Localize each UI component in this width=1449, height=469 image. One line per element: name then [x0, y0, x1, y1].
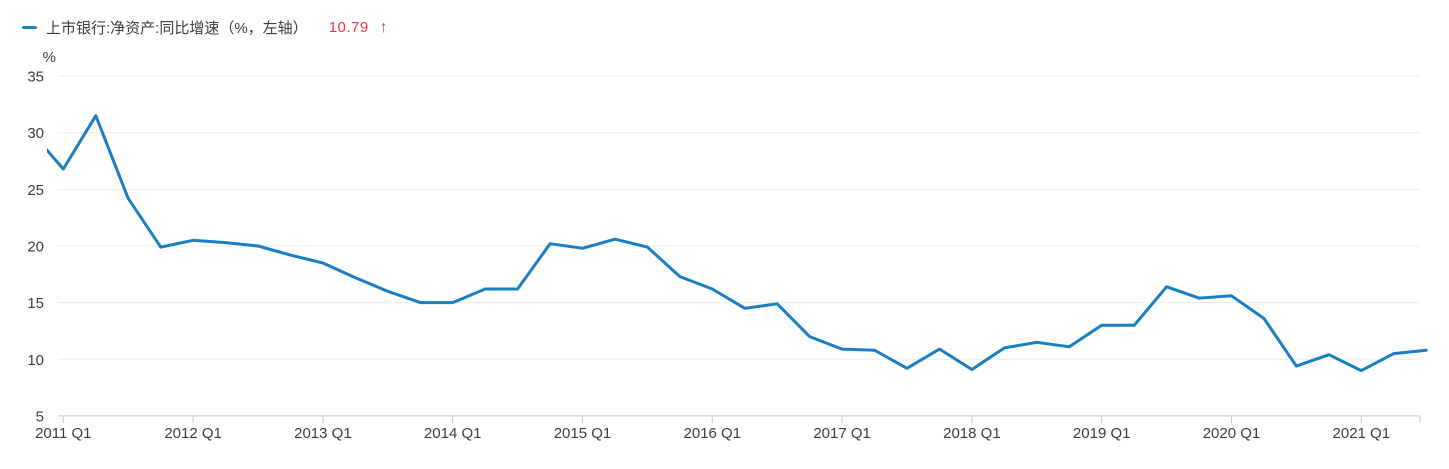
series-label: 上市银行:净资产:同比增速（%，左轴）: [46, 20, 308, 37]
x-axis-tick-label: 2014 Q1: [424, 425, 482, 442]
y-axis-tick-label: 5: [36, 408, 44, 425]
y-axis-tick-label: 20: [27, 239, 44, 256]
y-axis-tick-label: 25: [27, 182, 44, 199]
y-axis-tick-label: 30: [27, 125, 44, 142]
x-axis-tick-label: 2015 Q1: [554, 425, 612, 442]
x-axis-tick-label: 2020 Q1: [1203, 425, 1261, 442]
y-axis-tick-label: 35: [27, 69, 44, 86]
x-axis-tick-label: 2013 Q1: [294, 425, 352, 442]
y-axis-tick-label: 10: [27, 352, 44, 369]
x-axis-tick-label: 2012 Q1: [164, 425, 222, 442]
x-axis-tick-label: 2021 Q1: [1333, 425, 1391, 442]
x-axis-tick-label: 2017 Q1: [813, 425, 871, 442]
x-axis-tick-label: 2016 Q1: [684, 425, 742, 442]
legend-item[interactable]: 上市银行:净资产:同比增速（%，左轴） 10.79 ↑: [22, 17, 388, 38]
x-axis-tick-label: 2011 Q1: [35, 425, 91, 442]
up-arrow-icon: ↑: [379, 18, 388, 36]
x-axis-tick-label: 2019 Q1: [1073, 425, 1131, 442]
y-axis-unit-label: %: [43, 49, 56, 66]
x-axis-tick-label: 2018 Q1: [943, 425, 1001, 442]
series-color-marker-icon: [22, 25, 37, 30]
latest-value: 10.79: [328, 19, 369, 36]
series-line[interactable]: [31, 114, 1428, 373]
y-axis-tick-label: 15: [27, 295, 44, 312]
